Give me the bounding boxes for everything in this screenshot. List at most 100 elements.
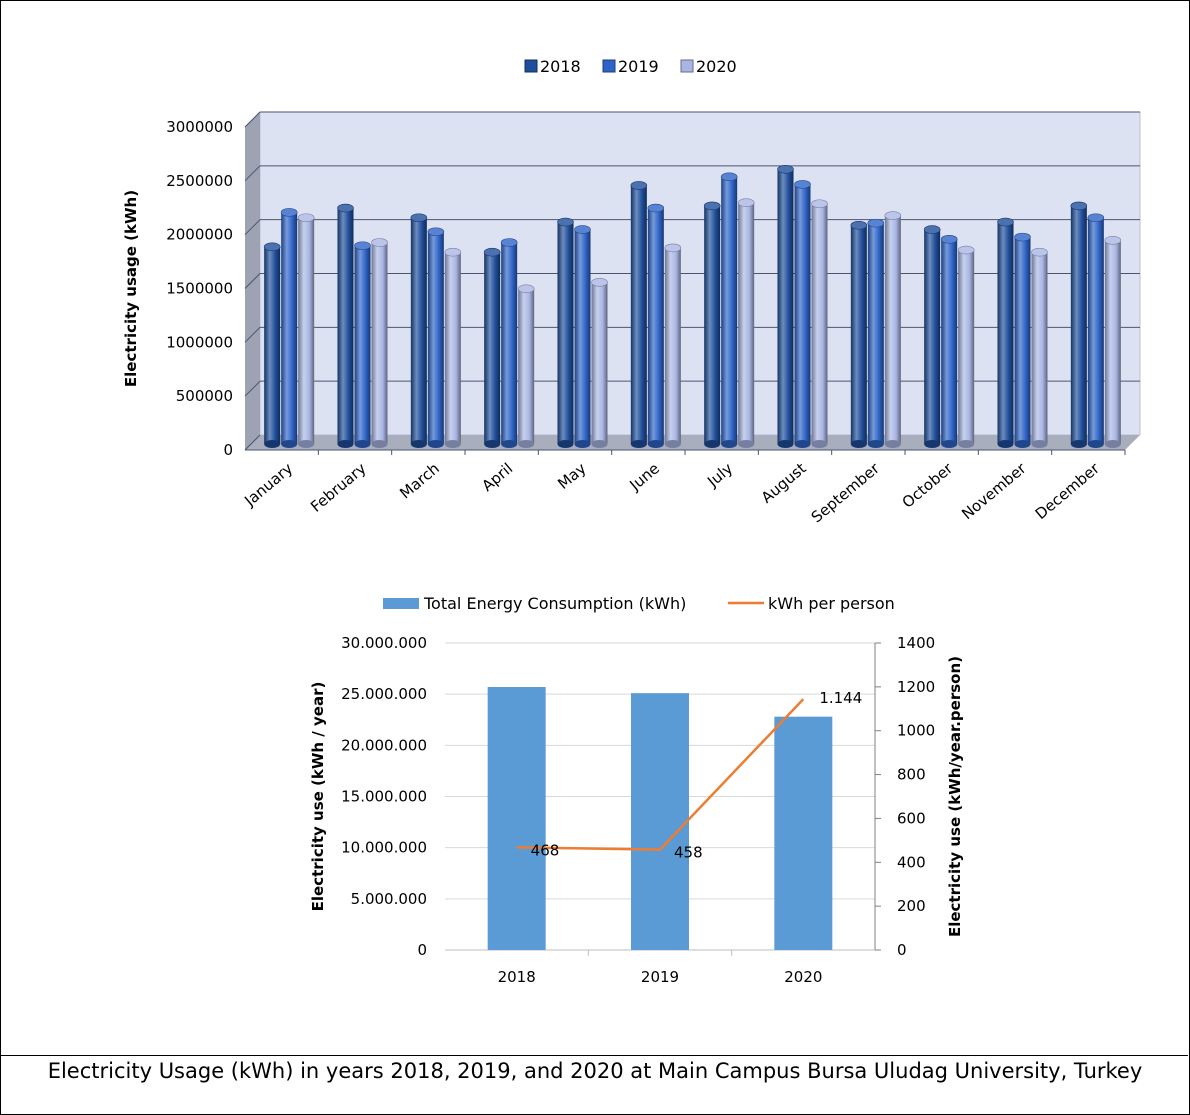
chart1-bar-body — [557, 222, 574, 444]
chart1-bar-base — [647, 440, 664, 448]
chart1-x-tick-label: October — [899, 459, 957, 512]
chart1-bar-base — [1031, 440, 1048, 448]
chart1-bar-base — [264, 440, 281, 448]
chart1-bar-top — [720, 172, 738, 182]
chart1-bar — [664, 243, 682, 448]
chart1-bar — [923, 225, 941, 448]
chart2-x-tick-label: 2019 — [641, 968, 679, 986]
chart1-bar — [867, 218, 885, 448]
chart1-bar-body — [354, 245, 371, 444]
chart1-bar-base — [721, 440, 738, 448]
chart1-bar-top — [263, 242, 281, 252]
chart1-bar-top — [794, 180, 811, 189]
chart1-bar-body — [811, 203, 828, 444]
chart1-bar — [1014, 232, 1031, 448]
chart1-x-tick-label: March — [396, 459, 443, 502]
chart1-bar — [703, 201, 721, 448]
chart1-bar-top — [1014, 232, 1031, 242]
chart1-bar-body — [427, 231, 444, 444]
chart2-bar — [774, 716, 833, 950]
chart1-legend-label: 2020 — [696, 57, 737, 76]
chart1-y-tick-label: 1000000 — [166, 333, 233, 351]
chart1-bar-top — [884, 211, 902, 220]
chart1-bar-base — [557, 440, 574, 448]
chart1-x-tick-label: September — [808, 459, 884, 527]
chart1-bar — [1070, 201, 1088, 448]
chart1-bar-top — [1070, 201, 1088, 211]
chart1-bar — [517, 284, 535, 448]
chart1-bar-base — [281, 440, 298, 448]
chart1-bar-body — [264, 246, 281, 444]
chart1-bar-body — [941, 239, 958, 444]
chart1-bar-top — [630, 181, 648, 190]
chart1-x-tick-label: February — [307, 459, 370, 516]
chart1-bar — [371, 238, 388, 448]
chart1-bar-base — [427, 440, 444, 448]
chart1-bar — [850, 220, 868, 448]
chart1-bar-base — [371, 440, 388, 448]
chart2-legend-label: kWh per person — [768, 594, 895, 613]
chart2-y-tick-label: 5.000.000 — [351, 890, 427, 908]
chart1-bar — [737, 198, 755, 448]
chart1-bar-top — [811, 199, 828, 209]
chart1-x-tick-label: May — [554, 459, 589, 493]
chart1-bar — [574, 225, 591, 448]
chart1-bar-body — [444, 252, 461, 444]
chart1-bar-body — [484, 252, 501, 444]
chart1-bar-top — [574, 225, 591, 234]
chart1-bar-top — [337, 203, 354, 213]
chart1-bar-top — [483, 247, 501, 257]
chart1-bar-body — [371, 242, 388, 444]
chart1-y-tick-label: 500000 — [176, 387, 233, 405]
chart1-x-tick-label: August — [758, 459, 810, 507]
chart1-bar-body — [281, 212, 298, 444]
chart1-bar — [794, 180, 811, 448]
chart2-y-axis-title: Electricity use (kWh / year) — [309, 682, 327, 912]
caption-divider — [0, 1055, 1188, 1056]
chart2-data-label: 458 — [674, 844, 703, 862]
chart1-bar-base — [444, 440, 461, 448]
chart1-bar-base — [664, 440, 681, 448]
chart1-x-tick-label: July — [703, 459, 736, 491]
chart1-bar-base — [997, 440, 1014, 448]
chart1-bar-body — [884, 215, 901, 444]
chart2-y-tick-label: 0 — [417, 941, 427, 959]
chart1-bar-base — [591, 440, 608, 448]
chart1-bar-base — [1014, 440, 1031, 448]
chart1-bar-base — [337, 440, 354, 448]
chart1-gridline-side — [244, 165, 261, 182]
chart2-right-tick-label: 200 — [897, 897, 926, 915]
chart1-y-tick-label: 2000000 — [166, 226, 233, 244]
chart1-bar-body — [997, 222, 1014, 444]
chart1-bar — [957, 245, 975, 448]
chart1-bar-top — [703, 201, 721, 211]
chart1-bar-base — [738, 440, 755, 448]
chart1-bar-top — [517, 284, 535, 294]
chart1-bar-body — [958, 250, 975, 444]
chart2-y-tick-label: 10.000.000 — [341, 839, 427, 857]
chart1-bar-top — [777, 164, 794, 174]
chart1-bar-top — [427, 227, 445, 237]
chart1-y-tick-label: 0 — [223, 441, 233, 459]
chart1-gridline-side — [244, 219, 261, 236]
chart1-bar-base — [1104, 440, 1121, 448]
chart1-bar-top — [647, 203, 665, 213]
figure-caption: Electricity Usage (kWh) in years 2018, 2… — [47, 1059, 1143, 1083]
chart2-right-tick-label: 600 — [897, 809, 926, 827]
chart1-floor — [245, 435, 1140, 450]
chart1-bar-top — [664, 243, 682, 253]
chart2-data-label: 1.144 — [819, 689, 862, 707]
chart1-bar-top — [923, 225, 941, 234]
chart1-gridline-side — [244, 380, 261, 397]
chart2-data-label: 468 — [531, 841, 560, 859]
chart1-bar-base — [630, 440, 647, 448]
chart1-bar — [720, 172, 738, 448]
chart1-bar-base — [811, 440, 828, 448]
chart1-bar-body — [647, 208, 664, 444]
chart1-bar — [354, 241, 371, 448]
chart1-bar-base — [518, 440, 535, 448]
chart1-bar — [500, 238, 518, 448]
chart1-bar-top — [850, 220, 868, 230]
chart1-bar-body — [664, 247, 681, 444]
chart1-bar-base — [777, 440, 794, 448]
